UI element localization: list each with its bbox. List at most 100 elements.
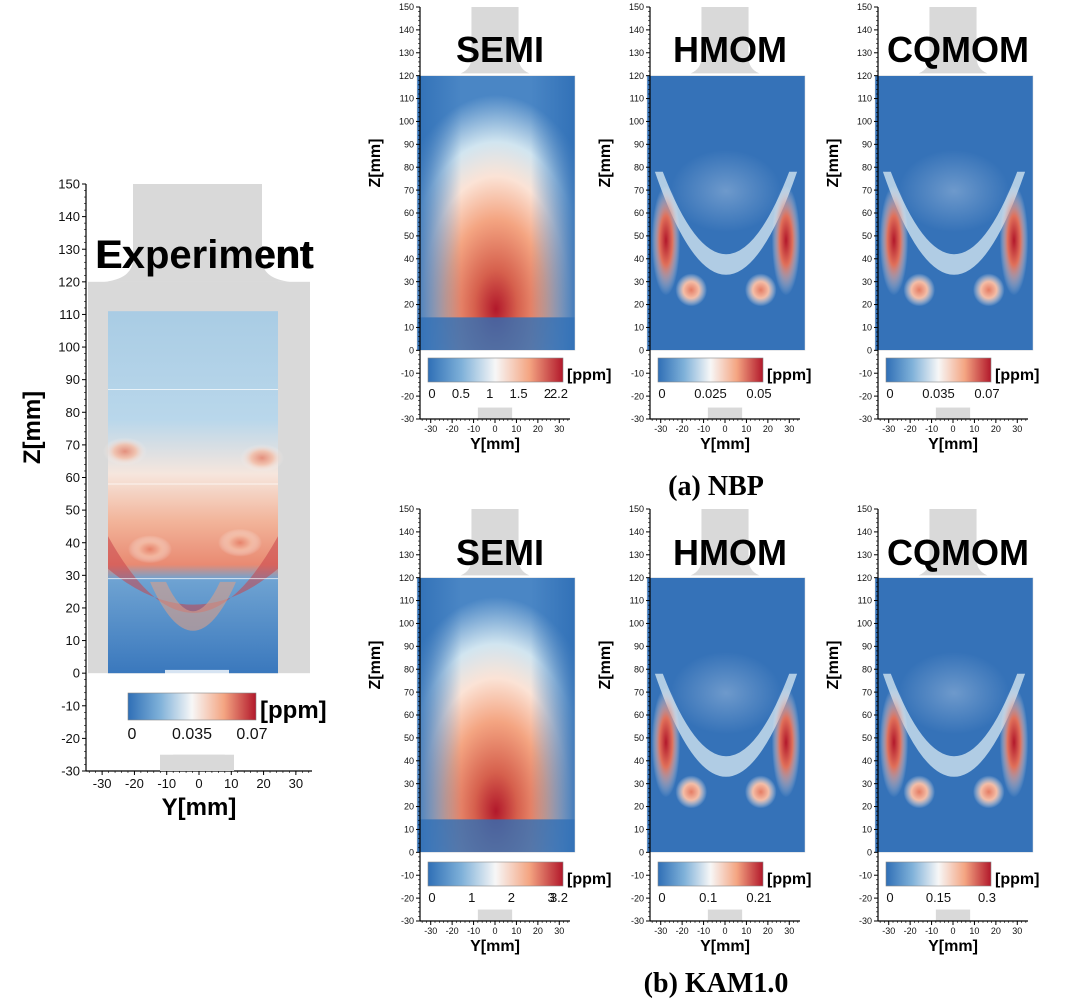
z-tick-label: 130 (399, 550, 414, 560)
z-tick-label: 130 (857, 550, 872, 560)
outlet-block (707, 909, 743, 921)
y-tick-label: -20 (125, 776, 144, 791)
z-tick-label: 110 (858, 94, 872, 104)
colorbar-tick-label: 1.5 (510, 386, 528, 401)
hot-lobe-right (999, 185, 1029, 296)
z-tick-label: 70 (862, 185, 872, 195)
z-tick-label: 70 (66, 437, 80, 452)
z-tick-label: 60 (634, 208, 644, 218)
z-tick-label: -30 (631, 414, 644, 424)
z-tick-label: 10 (634, 323, 644, 333)
hot-lobe-left (651, 185, 681, 296)
z-tick-label: 20 (66, 600, 80, 615)
y-tick-label: -30 (654, 424, 667, 434)
z-tick-label: 60 (66, 470, 80, 485)
z-tick-label: 70 (634, 687, 644, 697)
panel-1-2: 1501401301201101009080706050403020100-10… (825, 504, 1039, 955)
colorbar-tick-label: 0 (886, 890, 893, 905)
z-tick-label: 150 (58, 177, 80, 192)
z-tick-label: 130 (58, 242, 80, 257)
z-tick-label: 140 (399, 527, 414, 537)
colorbar-tick-label: 2 (544, 386, 551, 401)
z-tick-label: 80 (404, 162, 414, 172)
colorbar-unit: [ppm] (995, 367, 1039, 384)
y-tick-label: 10 (224, 776, 238, 791)
z-tick-label: 0 (409, 345, 414, 355)
outlet-block (935, 407, 971, 419)
y-tick-label: 0 (492, 926, 497, 936)
y-axis-label: Y[mm] (470, 938, 520, 955)
colorbar-tick-label: 0.035 (922, 386, 955, 401)
panel-0-2: 1501401301201101009080706050403020100-10… (825, 2, 1039, 453)
z-tick-label: 30 (404, 779, 414, 789)
y-axis-label: Y[mm] (928, 938, 978, 955)
panel-0-0: 1501401301201101009080706050403020100-10… (367, 2, 611, 453)
y-tick-label: 30 (784, 424, 794, 434)
colorbar (885, 861, 992, 887)
y-tick-label: 10 (969, 424, 979, 434)
y-tick-label: 20 (256, 776, 270, 791)
z-tick-label: 110 (400, 94, 414, 104)
z-tick-label: 150 (857, 2, 872, 12)
z-tick-label: -10 (859, 870, 872, 880)
z-tick-label: 50 (66, 503, 80, 518)
z-tick-label: 20 (404, 802, 414, 812)
outlet-block (477, 407, 513, 419)
y-axis-label: Y[mm] (470, 436, 520, 453)
z-tick-label: 140 (629, 527, 644, 537)
z-tick-label: 120 (58, 274, 80, 289)
hot-arm-left (675, 273, 708, 307)
z-tick-label: -10 (401, 368, 414, 378)
y-tick-label: 30 (289, 776, 303, 791)
z-tick-label: 40 (404, 254, 414, 264)
hot-lobe-right (771, 687, 801, 798)
colorbar-tick-label: 2.2 (550, 386, 568, 401)
z-tick-label: 10 (404, 323, 414, 333)
y-tick-label: 20 (991, 424, 1001, 434)
hot-arm-right (744, 273, 777, 307)
z-tick-label: 50 (404, 733, 414, 743)
z-tick-label: 0 (867, 345, 872, 355)
y-tick-label: 30 (784, 926, 794, 936)
z-tick-label: 70 (404, 687, 414, 697)
y-tick-label: -20 (446, 926, 459, 936)
colorbar-tick-label: 2 (508, 890, 515, 905)
colorbar-tick-label: 0 (886, 386, 893, 401)
contour-field (875, 577, 1033, 853)
z-tick-label: 120 (857, 573, 872, 583)
y-tick-label: -30 (424, 424, 437, 434)
row-caption: (b) KAM1.0 (644, 968, 789, 999)
hot-lobe-right (999, 687, 1029, 798)
colorbar-tick-label: 0.035 (172, 726, 212, 743)
inlet-nozzle (104, 184, 290, 282)
z-tick-label: 70 (634, 185, 644, 195)
z-tick-label: 10 (862, 825, 872, 835)
z-tick-label: 50 (862, 231, 872, 241)
y-tick-label: 20 (533, 926, 543, 936)
y-axis-label: Y[mm] (700, 436, 750, 453)
hot-lobe-left (879, 185, 909, 296)
z-tick-label: 150 (399, 2, 414, 12)
outlet-gap (165, 669, 229, 676)
y-tick-label: 10 (741, 424, 751, 434)
outlet-block (160, 754, 234, 771)
colorbar (127, 692, 257, 721)
z-tick-label: 50 (634, 231, 644, 241)
y-axis-label: Y[mm] (162, 794, 237, 821)
z-tick-label: 50 (634, 733, 644, 743)
semi-bottom (417, 317, 575, 351)
z-tick-label: 150 (629, 504, 644, 514)
colorbar-unit: [ppm] (767, 367, 811, 384)
z-tick-label: 90 (634, 139, 644, 149)
z-tick-label: 130 (629, 48, 644, 58)
colorbar-tick-label: 0 (128, 726, 137, 743)
hot-spot-0 (103, 437, 147, 466)
y-tick-label: 0 (722, 424, 727, 434)
inlet-nozzle (690, 7, 760, 74)
z-tick-label: -30 (61, 764, 80, 779)
y-tick-label: -10 (925, 926, 938, 936)
upper-haze (898, 149, 1010, 233)
y-tick-label: -10 (697, 926, 710, 936)
z-tick-label: 40 (66, 535, 80, 550)
colorbar-tick-label: 3.2 (550, 890, 568, 905)
